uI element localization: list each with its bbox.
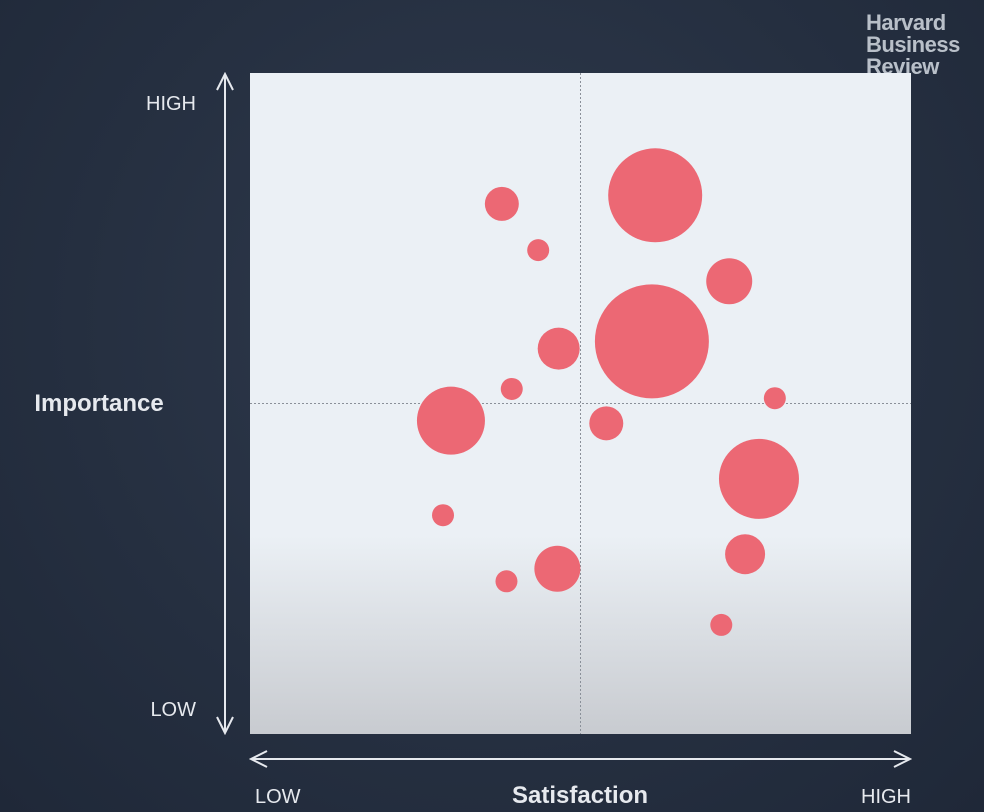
bubble-point-5 <box>537 327 580 370</box>
hbr-logo: Harvard Business Review <box>866 12 978 78</box>
bubble-point-4 <box>706 258 753 305</box>
x-tick-high: HIGH <box>861 786 911 808</box>
bubble-point-12 <box>432 504 455 527</box>
plot-area <box>250 73 911 734</box>
bubble-point-13 <box>725 534 766 575</box>
bubble-point-6 <box>594 284 709 399</box>
y-axis-label: Importance <box>34 390 163 417</box>
bubble-point-8 <box>416 386 485 455</box>
y-tick-low: LOW <box>150 699 196 721</box>
x-tick-low: LOW <box>255 786 301 808</box>
bubble-point-10 <box>763 387 786 410</box>
bubble-point-11 <box>718 438 799 519</box>
hbr-logo-line-3: Review <box>866 54 939 79</box>
bubble-point-14 <box>534 545 581 592</box>
bubble-series <box>416 148 799 636</box>
bubble-point-16 <box>710 613 733 636</box>
bubble-point-1 <box>484 186 519 221</box>
bubble-point-9 <box>589 406 624 441</box>
x-axis-label: Satisfaction <box>512 782 648 809</box>
hbr-logo-line-2: Business <box>866 32 960 57</box>
bubble-point-3 <box>608 148 703 243</box>
bubble-point-2 <box>527 239 550 262</box>
y-tick-high: HIGH <box>146 93 196 115</box>
hbr-logo-line-1: Harvard <box>866 10 946 35</box>
bubble-point-15 <box>495 570 518 593</box>
bubble-point-7 <box>500 377 523 400</box>
